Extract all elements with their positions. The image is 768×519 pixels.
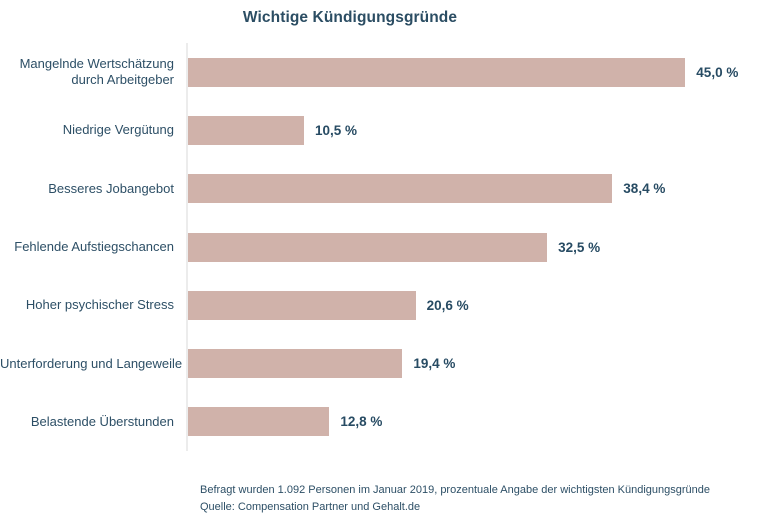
bar xyxy=(188,290,416,320)
value-label: 32,5 % xyxy=(558,239,601,255)
value-label: 19,4 % xyxy=(413,356,456,372)
bar-track: 45,0 % xyxy=(186,43,768,102)
category-label: Niedrige Vergütung xyxy=(62,122,174,138)
value-label: 12,8 % xyxy=(340,414,383,430)
bar-track: 32,5 % xyxy=(186,217,768,277)
bar xyxy=(188,174,613,204)
bar xyxy=(188,349,403,379)
bar-track: 20,6 % xyxy=(186,276,768,335)
chart-row: Unterforderung und Langeweile 19,4 % xyxy=(0,334,768,393)
value-label: 38,4 % xyxy=(623,181,666,197)
footnote-line-1: Befragt wurden 1.092 Personen im Januar … xyxy=(200,484,711,497)
chart-footnote: Befragt wurden 1.092 Personen im Januar … xyxy=(200,482,768,515)
value-label: 10,5 % xyxy=(315,122,358,138)
category-label: Besseres Jobangebot xyxy=(48,180,174,196)
chart-title: Wichtige Kündigungsgründe xyxy=(242,9,458,26)
category-label: Unterforderung und Langeweile xyxy=(0,355,183,371)
bar xyxy=(188,407,330,437)
chart-row: Mangelnde Wertschätzung durch Arbeitgebe… xyxy=(0,43,768,102)
chart-row: Besseres Jobangebot 38,4 % xyxy=(0,159,768,218)
bar-track: 19,4 % xyxy=(186,334,768,393)
chart-rows: Mangelnde Wertschätzung durch Arbeitgebe… xyxy=(0,43,768,452)
category-label: Mangelnde Wertschätzung durch Arbeitgebe… xyxy=(19,56,174,88)
bar xyxy=(188,115,304,145)
footnote-line-2: Quelle: Compensation Partner und Gehalt.… xyxy=(200,500,421,513)
bar-track: 12,8 % xyxy=(186,392,768,452)
chart-row: Belastende Überstunden 12,8 % xyxy=(0,392,768,452)
chart-row: Hoher psychischer Stress 20,6 % xyxy=(0,276,768,335)
bar-chart: Wichtige Kündigungsgründe Mangelnde Wert… xyxy=(0,9,768,519)
value-label: 20,6 % xyxy=(426,297,469,313)
chart-row: Niedrige Vergütung 10,5 % xyxy=(0,101,768,160)
bar-track: 38,4 % xyxy=(186,159,768,218)
bar xyxy=(188,232,548,262)
value-label: 45,0 % xyxy=(696,64,739,80)
bar xyxy=(188,57,686,87)
category-label: Belastende Überstunden xyxy=(30,413,174,429)
category-label: Hoher psychischer Stress xyxy=(25,297,174,313)
chart-row: Fehlende Aufstiegschancen 32,5 % xyxy=(0,217,768,277)
bar-track: 10,5 % xyxy=(186,101,768,160)
category-label: Fehlende Aufstiegschancen xyxy=(14,239,174,255)
